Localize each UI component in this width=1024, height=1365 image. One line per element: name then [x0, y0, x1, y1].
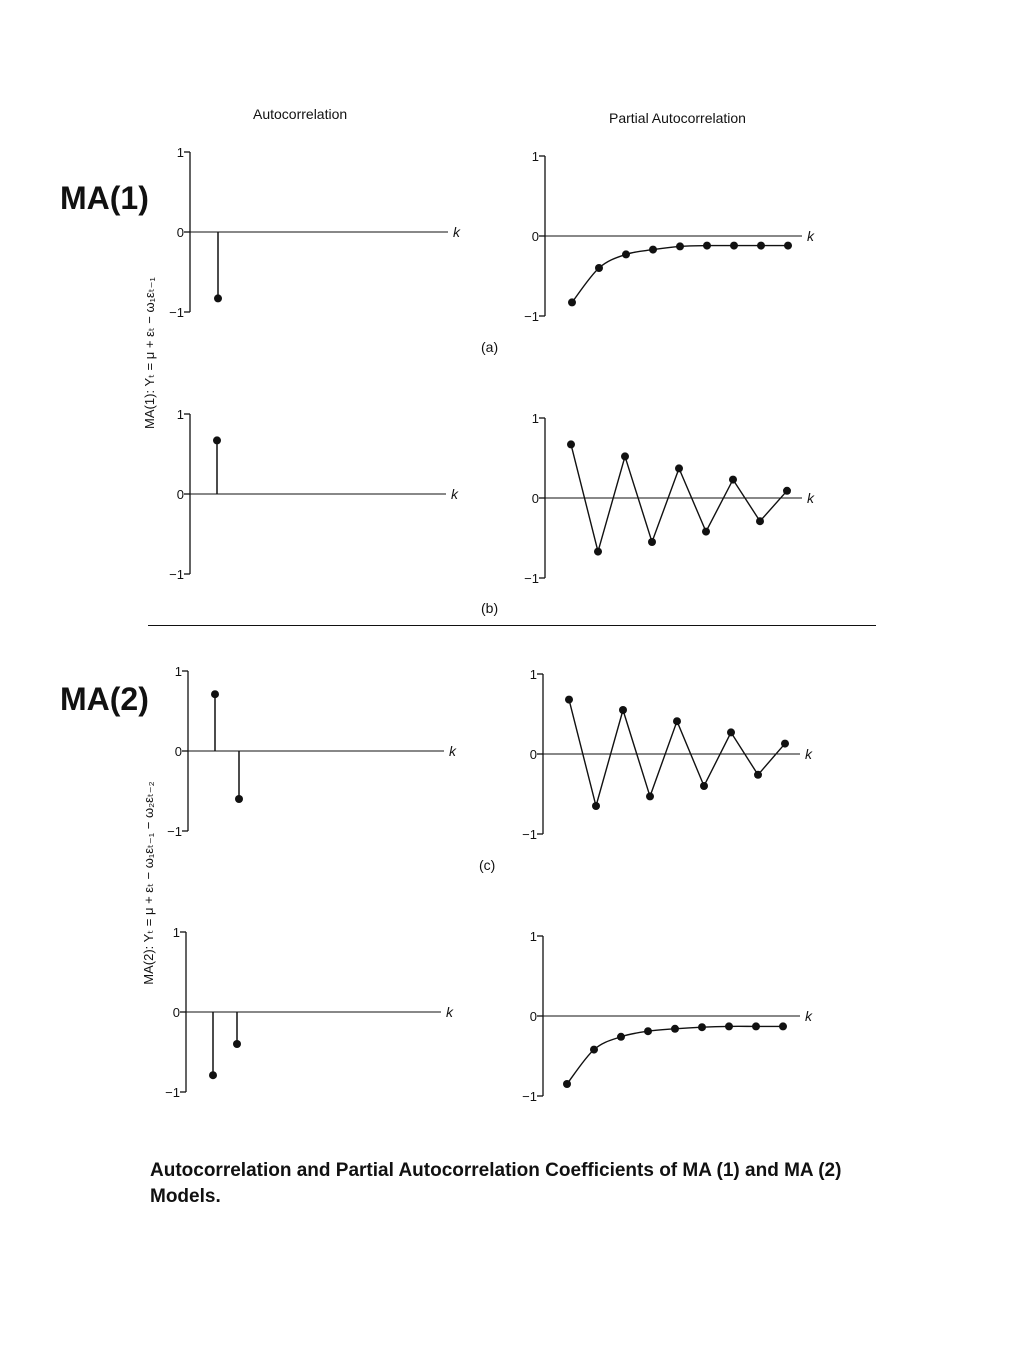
c-pacf-y-tick-label-0: 1	[530, 667, 537, 682]
b-acf-x-axis-label: k	[451, 486, 459, 502]
a-pacf-point-1	[568, 298, 576, 307]
panel-label-c: (c)	[479, 857, 496, 873]
d-acf-point-1	[209, 1071, 217, 1080]
d-pacf-y-tick-label-1: 0	[530, 1009, 537, 1024]
c-pacf-point-7	[727, 728, 735, 737]
d-acf-y-tick-label-2: −1	[165, 1085, 180, 1100]
d-pacf-point-2	[590, 1045, 598, 1054]
a-pacf-y-tick-label-2: −1	[524, 309, 539, 324]
autocorrelation-header: Autocorrelation	[253, 106, 348, 122]
section-divider	[148, 625, 876, 626]
d-pacf-series-curve	[566, 1025, 783, 1085]
d-acf-point-2	[233, 1040, 241, 1048]
b-pacf-point-6	[702, 527, 710, 536]
d-pacf-point-3	[617, 1032, 625, 1041]
a-acf-y-tick-label-1: 0	[177, 225, 184, 240]
d-pacf-point-4	[644, 1027, 652, 1036]
d-pacf-y-tick-label-0: 1	[530, 929, 537, 944]
c-pacf-y-tick-label-1: 0	[530, 747, 537, 762]
panel-label-b: (b)	[481, 600, 499, 616]
a-pacf-point-8	[757, 241, 765, 250]
c-pacf-point-4	[646, 792, 654, 801]
a-pacf-y-tick-label-1: 0	[532, 229, 539, 244]
b-pacf-x-axis-label: k	[807, 490, 815, 506]
b-acf-y-tick-label-2: −1	[169, 567, 184, 582]
c-pacf-point-3	[619, 706, 627, 714]
c-pacf-point-9	[781, 739, 789, 748]
a-acf-point-1	[214, 294, 222, 303]
c-acf-y-tick-label-1: 0	[175, 744, 182, 759]
a-acf-y-tick-label-2: −1	[169, 305, 184, 320]
c-acf-y-tick-label-0: 1	[175, 664, 182, 679]
a-pacf-point-2	[595, 264, 603, 272]
d-pacf-y-tick-label-2: −1	[522, 1089, 537, 1104]
panel-label-a: (a)	[481, 339, 499, 355]
d-pacf-point-5	[671, 1024, 679, 1033]
a-acf-x-axis-label: k	[453, 224, 461, 240]
b-pacf-y-tick-label-1: 0	[532, 491, 539, 506]
c-acf-point-1	[211, 690, 219, 699]
b-pacf-point-4	[648, 538, 656, 546]
a-acf-y-tick-label-0: 1	[177, 145, 184, 160]
d-pacf-point-8	[752, 1022, 760, 1031]
a-pacf-point-9	[784, 241, 792, 250]
figure-caption: Autocorrelation and Partial Autocorrelat…	[150, 1160, 842, 1207]
b-acf-point-1	[213, 436, 221, 445]
a-pacf-series-curve	[571, 244, 788, 303]
d-acf-y-tick-label-0: 1	[173, 925, 180, 940]
c-pacf-point-5	[673, 717, 681, 726]
b-pacf-point-8	[756, 517, 764, 526]
d-pacf-point-9	[779, 1022, 787, 1031]
b-acf-y-tick-label-1: 0	[177, 487, 184, 502]
a-pacf-y-tick-label-0: 1	[532, 149, 539, 164]
a-pacf-x-axis-label: k	[807, 228, 815, 244]
a-pacf-point-7	[730, 241, 738, 250]
c-pacf-x-axis-label: k	[805, 746, 813, 762]
a-pacf-point-5	[676, 242, 684, 251]
c-acf-y-tick-label-2: −1	[167, 824, 182, 839]
ma1-section-label: MA(1)	[60, 180, 149, 216]
b-pacf-point-3	[621, 452, 629, 461]
c-pacf-y-tick-label-2: −1	[522, 827, 537, 842]
b-acf-y-tick-label-0: 1	[177, 407, 184, 422]
b-pacf-point-5	[675, 464, 683, 473]
c-pacf-point-6	[700, 782, 708, 790]
d-acf-x-axis-label: k	[446, 1004, 454, 1020]
b-pacf-point-9	[783, 486, 791, 495]
c-pacf-point-2	[592, 802, 600, 810]
c-acf-x-axis-label: k	[449, 743, 457, 759]
ma2-section-label: MA(2)	[60, 681, 149, 717]
d-pacf-point-6	[698, 1023, 706, 1032]
b-pacf-y-tick-label-0: 1	[532, 411, 539, 426]
a-pacf-point-6	[703, 241, 711, 250]
b-pacf-point-2	[594, 547, 602, 556]
a-pacf-point-3	[622, 250, 630, 259]
a-pacf-point-4	[649, 245, 657, 254]
c-pacf-point-1	[565, 695, 573, 704]
partial-autocorrelation-header: Partial Autocorrelation	[609, 110, 746, 126]
c-acf-point-2	[235, 795, 243, 803]
d-pacf-point-7	[725, 1022, 733, 1031]
d-pacf-x-axis-label: k	[805, 1008, 813, 1024]
d-acf-y-tick-label-1: 0	[173, 1005, 180, 1020]
b-pacf-point-7	[729, 475, 737, 484]
b-pacf-y-tick-label-2: −1	[524, 571, 539, 586]
d-pacf-point-1	[563, 1080, 571, 1088]
b-pacf-point-1	[567, 440, 575, 449]
c-pacf-series-line	[568, 699, 786, 809]
c-pacf-point-8	[754, 770, 762, 779]
